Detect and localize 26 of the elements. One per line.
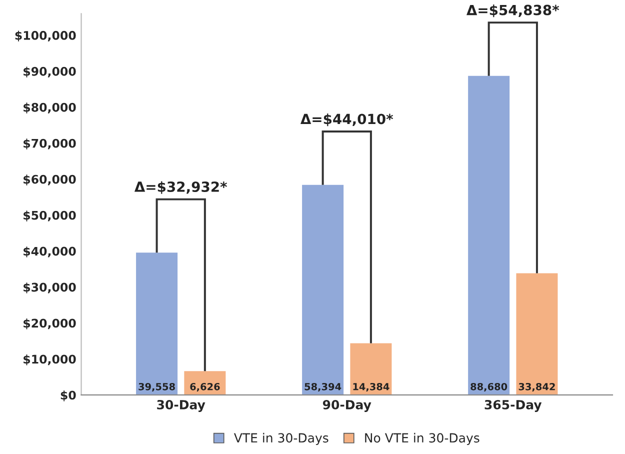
y-tick-label: $30,000 bbox=[24, 282, 76, 294]
legend-label: VTE in 30-Days bbox=[234, 432, 328, 446]
data-label: 33,842 bbox=[518, 382, 555, 392]
bar bbox=[350, 343, 392, 395]
y-tick-label: $20,000 bbox=[24, 318, 76, 330]
y-tick-label: $50,000 bbox=[24, 210, 76, 222]
y-tick-label: $0 bbox=[60, 390, 76, 402]
legend-label: No VTE in 30-Days bbox=[365, 432, 480, 446]
data-label: 58,394 bbox=[304, 382, 342, 392]
x-tick-label: 365-Day bbox=[484, 400, 542, 412]
data-label: 6,626 bbox=[190, 382, 220, 392]
y-tick-label: $100,000 bbox=[15, 30, 76, 42]
data-label: 39,558 bbox=[138, 382, 175, 392]
x-tick-label: 30-Day bbox=[157, 400, 206, 412]
annotation: Δ=$32,932* bbox=[134, 181, 228, 194]
data-label: 88,680 bbox=[470, 382, 508, 392]
y-tick-label: $40,000 bbox=[24, 246, 76, 258]
annotation: Δ=$54,838* bbox=[466, 4, 560, 18]
data-label: 14,384 bbox=[353, 382, 390, 392]
y-tick-label: $90,000 bbox=[24, 66, 76, 78]
annotation: Δ=$44,010* bbox=[300, 113, 394, 126]
y-tick-label: $70,000 bbox=[24, 138, 76, 150]
y-tick-label: $80,000 bbox=[24, 102, 76, 114]
y-tick-label: $60,000 bbox=[24, 174, 76, 186]
y-tick-label: $10,000 bbox=[24, 354, 76, 366]
x-tick-label: 90-Day bbox=[322, 400, 372, 412]
